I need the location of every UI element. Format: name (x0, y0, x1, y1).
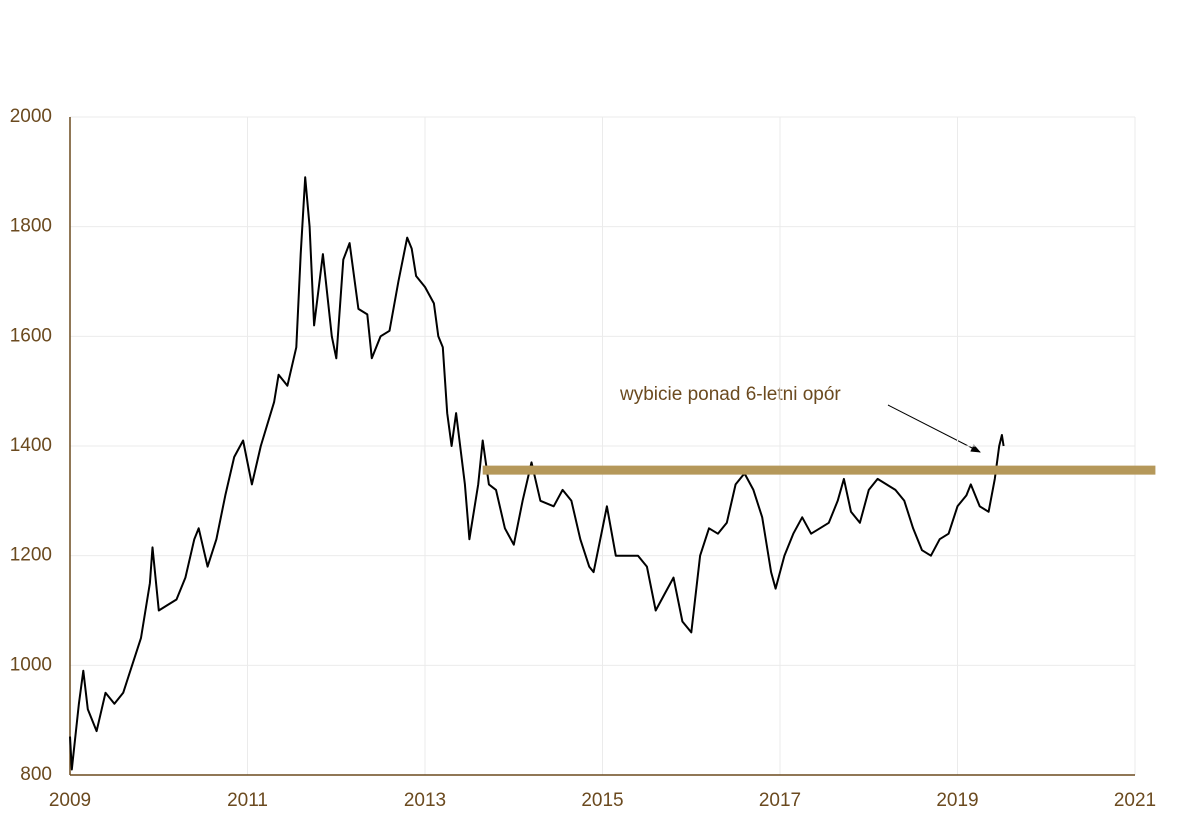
x-tick-label: 2009 (49, 790, 91, 811)
annotation: wybicie ponad 6-letni opór (619, 384, 841, 405)
y-tick-label: 2000 (10, 106, 52, 127)
y-tick-label: 1600 (10, 325, 52, 346)
x-tick-label: 2011 (227, 790, 268, 811)
x-tick-label: 2019 (936, 790, 978, 811)
x-tick-label: 2013 (404, 790, 446, 811)
annotation-arrow (887, 404, 981, 453)
y-tick-label: 1200 (10, 545, 52, 566)
price-line (69, 176, 1005, 771)
x-tick-label: 2017 (759, 790, 801, 811)
y-tick-label: 1800 (10, 216, 52, 237)
x-tick-label: 2015 (581, 790, 623, 811)
y-tick-label: 1000 (10, 654, 52, 675)
x-tick-label: 2021 (1114, 790, 1156, 811)
y-tick-label: 800 (20, 764, 52, 785)
y-tick-label: 1400 (10, 435, 52, 456)
